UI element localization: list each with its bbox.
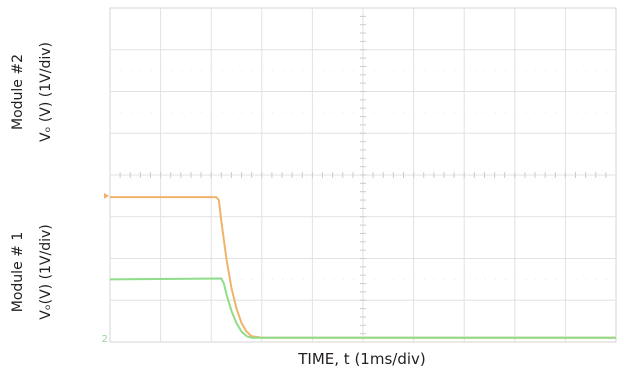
module-2-label: Module #2 xyxy=(10,54,26,130)
module-1-label: Module # 1 xyxy=(10,232,26,312)
module-1-voltage-label: Vₒ(V) (1V/div) xyxy=(38,224,54,320)
ground-marker-arrow xyxy=(104,192,109,199)
ground-marker-label: 2 xyxy=(102,334,108,345)
ground-markers: 2 xyxy=(102,192,109,345)
center-ticks xyxy=(119,15,608,335)
module-2-voltage-label: Vₒ (V) (1V/div) xyxy=(38,42,54,142)
traces xyxy=(109,196,616,339)
x-axis-label: TIME, t (1ms/div) xyxy=(297,350,426,368)
trace-module-1 xyxy=(109,277,616,339)
